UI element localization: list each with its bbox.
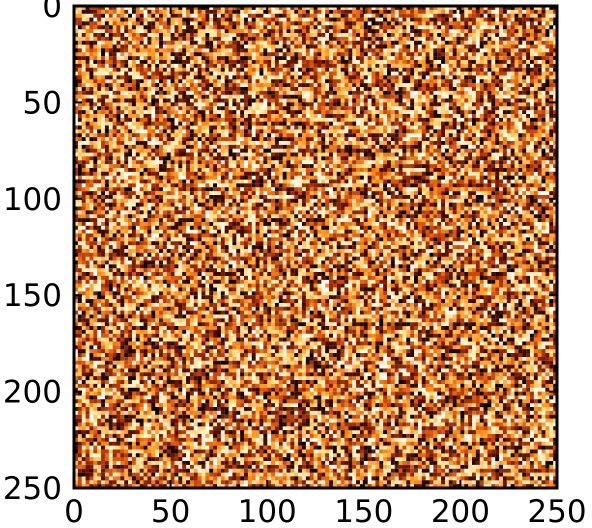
y-tick-label: 50	[23, 85, 62, 121]
y-tick-label: 250	[3, 471, 62, 507]
heatmap-cell-group-19	[74, 6, 558, 489]
heatmap-cell-group-3	[74, 6, 558, 489]
y-tick-label: 0	[42, 0, 62, 25]
heatmap-cell-group-10	[74, 6, 558, 489]
heatmap-cell-group-18	[74, 6, 558, 489]
x-tick-label: 0	[64, 494, 84, 528]
heatmap-cell-group-4	[74, 6, 558, 485]
axis-ticks	[73, 5, 558, 489]
x-tick-label: 100	[238, 494, 297, 528]
heatmap-cell-group-11	[74, 6, 558, 489]
x-tick-label: 250	[527, 494, 586, 528]
heatmap-cell-group-23	[74, 6, 558, 489]
x-tick-label: 200	[431, 494, 490, 528]
plot-frame	[72, 4, 559, 490]
x-tick-label: 50	[151, 494, 190, 528]
heatmap-cell-group-22	[74, 6, 558, 489]
heatmap-cell-group-14	[74, 6, 558, 489]
y-tick-label: 150	[3, 278, 62, 314]
heatmap-cells	[74, 6, 558, 489]
y-tick-label: 100	[3, 182, 62, 218]
heatmap-cell-group-9	[74, 6, 558, 489]
x-tick-label: 150	[334, 494, 393, 528]
heatmap-cell-group-2	[74, 6, 558, 489]
y-tick-label: 200	[3, 375, 62, 411]
heatmap-cell-group-1	[74, 6, 558, 489]
